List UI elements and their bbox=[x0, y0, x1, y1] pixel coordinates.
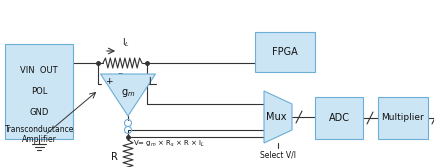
Polygon shape bbox=[263, 91, 291, 143]
Text: VIN  OUT

POL

GND: VIN OUT POL GND bbox=[20, 66, 58, 117]
FancyBboxPatch shape bbox=[5, 44, 73, 139]
FancyBboxPatch shape bbox=[254, 32, 314, 72]
Text: ADC: ADC bbox=[328, 113, 349, 123]
Polygon shape bbox=[100, 74, 155, 116]
Text: I: I bbox=[148, 77, 150, 87]
FancyBboxPatch shape bbox=[314, 97, 362, 139]
Text: V= g$_m$ × R$_s$ × R × I$_L$: V= g$_m$ × R$_s$ × R × I$_L$ bbox=[133, 139, 205, 149]
Text: R: R bbox=[111, 152, 118, 162]
FancyBboxPatch shape bbox=[377, 97, 427, 139]
Text: Select V/I: Select V/I bbox=[260, 150, 295, 159]
Text: R$_s$: R$_s$ bbox=[116, 71, 128, 84]
Text: Multiplier: Multiplier bbox=[381, 114, 424, 123]
Text: Transconductance
Amplifier: Transconductance Amplifier bbox=[5, 125, 74, 144]
Text: FPGA: FPGA bbox=[272, 47, 297, 57]
Text: +: + bbox=[105, 77, 113, 87]
Text: g$_m$: g$_m$ bbox=[121, 87, 135, 99]
Text: Mux: Mux bbox=[265, 112, 286, 122]
Text: I$_L$: I$_L$ bbox=[122, 37, 130, 49]
